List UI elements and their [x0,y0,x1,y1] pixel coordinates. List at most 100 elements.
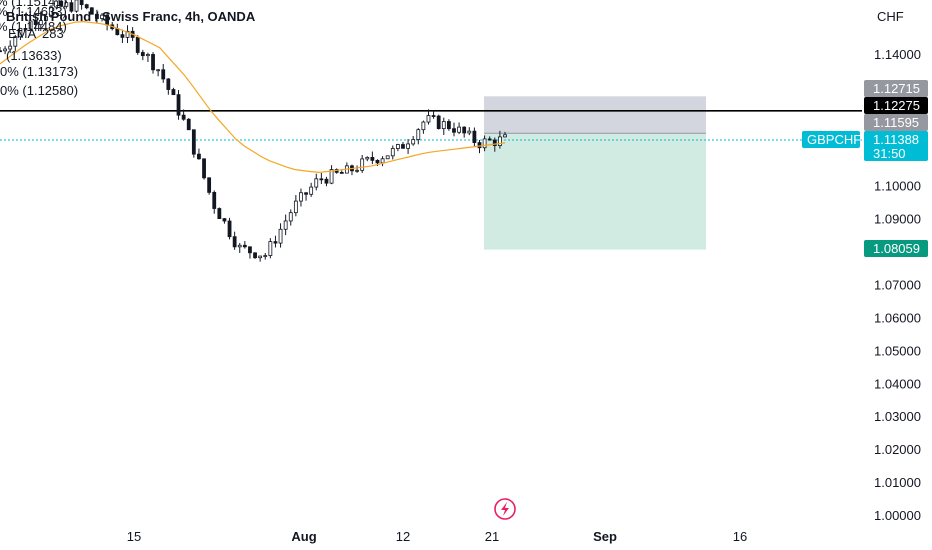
candle-body [23,28,28,30]
candle-body [426,115,431,123]
target-zone[interactable] [484,96,706,134]
candle-body [186,118,191,131]
candle-body [304,192,308,195]
candle-body [74,0,79,12]
candle-body [181,114,186,120]
x-tick-4: Sep [593,529,617,544]
fib-label-2: % (1.14484) [0,19,67,34]
candle-body [237,244,242,248]
candle-body [222,218,227,222]
candle-body [462,126,467,134]
candle-body [120,34,125,38]
candle-body [503,134,507,138]
time-axis[interactable]: 15 Aug 12 21 Sep 16 [127,529,747,544]
lightning-icon[interactable] [494,498,516,520]
candle-body [227,220,232,238]
candle-body [299,192,303,202]
y-tick-label: 1.01000 [874,475,921,490]
candle-body [69,2,74,12]
entry-badge: 1.11595 [873,115,919,130]
candle-body [283,220,288,230]
candle-body [79,0,84,6]
hline-badge-bg [864,97,928,114]
candle-body [44,16,48,21]
candle-body [411,139,416,145]
candle-body [472,130,477,143]
y-tick-label: 1.10000 [874,179,921,194]
candle-body [441,121,446,130]
candle-body [355,169,359,172]
legend: % (1.15141) % (1.14633) British Pound / … [0,0,256,98]
candle-body [248,246,252,254]
candle-body [452,128,456,133]
y-tick-label: 1.03000 [874,409,921,424]
currency-label: CHF [877,9,904,24]
candle-body [457,126,461,133]
candle-body [135,37,140,53]
candle-body [212,191,217,209]
candle-body [288,212,293,222]
y-tick-label: 1.05000 [874,343,921,358]
candle-body [54,0,59,8]
symbol-badge-bg [802,131,860,148]
candle-body [13,36,18,47]
candle-body [375,159,380,164]
candle-body [421,121,426,131]
candle-body [197,153,201,160]
candle-body [166,78,171,90]
candle-body [151,54,155,71]
candle-body [492,139,497,147]
countdown-badge: 31:50 [873,146,906,161]
candle-body [416,129,421,140]
target-badge-bg [864,80,928,97]
candle-body [89,7,94,15]
candle-body [202,158,206,179]
candle-body [253,252,257,259]
candle-body [242,244,247,248]
price-axis[interactable]: CHF 1.14000 1.10000 1.09000 1.07000 1.06000 1… [874,9,921,523]
x-tick-0: 15 [127,529,141,544]
y-tick-label: 1.09000 [874,212,921,227]
candle-body [467,130,472,134]
candle-body [8,45,13,50]
candle-body [278,228,283,244]
candle-body [100,14,104,19]
candle-body [401,144,405,149]
y-tick-label: 1.07000 [874,278,921,293]
candle-body [385,155,390,160]
candle-body [293,200,298,214]
fib-label-3: (1.13633) [6,48,62,63]
candle-body [436,115,441,130]
candle-body [191,129,196,155]
candle-body [18,28,23,38]
last-price-badge-bg [864,131,928,161]
candle-body [59,0,64,7]
candle-body [156,69,161,72]
candle-body [49,6,53,17]
candle-body [84,4,89,9]
y-tick-label: 1.14000 [874,47,921,62]
entry-badge-bg [864,114,928,131]
candle-body [217,208,222,220]
candle-body [309,186,314,195]
fib-label-5: 0% (1.12580) [0,83,78,98]
candle-body [395,144,400,149]
candle-body [268,241,273,256]
y-tick-label: 1.06000 [874,310,921,325]
x-tick-2: 12 [396,529,410,544]
y-tick-label: 1.02000 [874,442,921,457]
candle-body [370,157,375,161]
candle-body [0,50,2,53]
candle-body [171,89,176,96]
candle-body [161,69,166,80]
candle-body [95,13,99,19]
stop-badge-bg [864,240,928,257]
candle-body [207,177,212,193]
candle-body [380,158,385,164]
x-tick-5: 16 [733,529,747,544]
candle-body [482,138,487,149]
candle-body [477,142,482,149]
stop-zone[interactable] [484,133,706,250]
candle-body [176,94,181,116]
